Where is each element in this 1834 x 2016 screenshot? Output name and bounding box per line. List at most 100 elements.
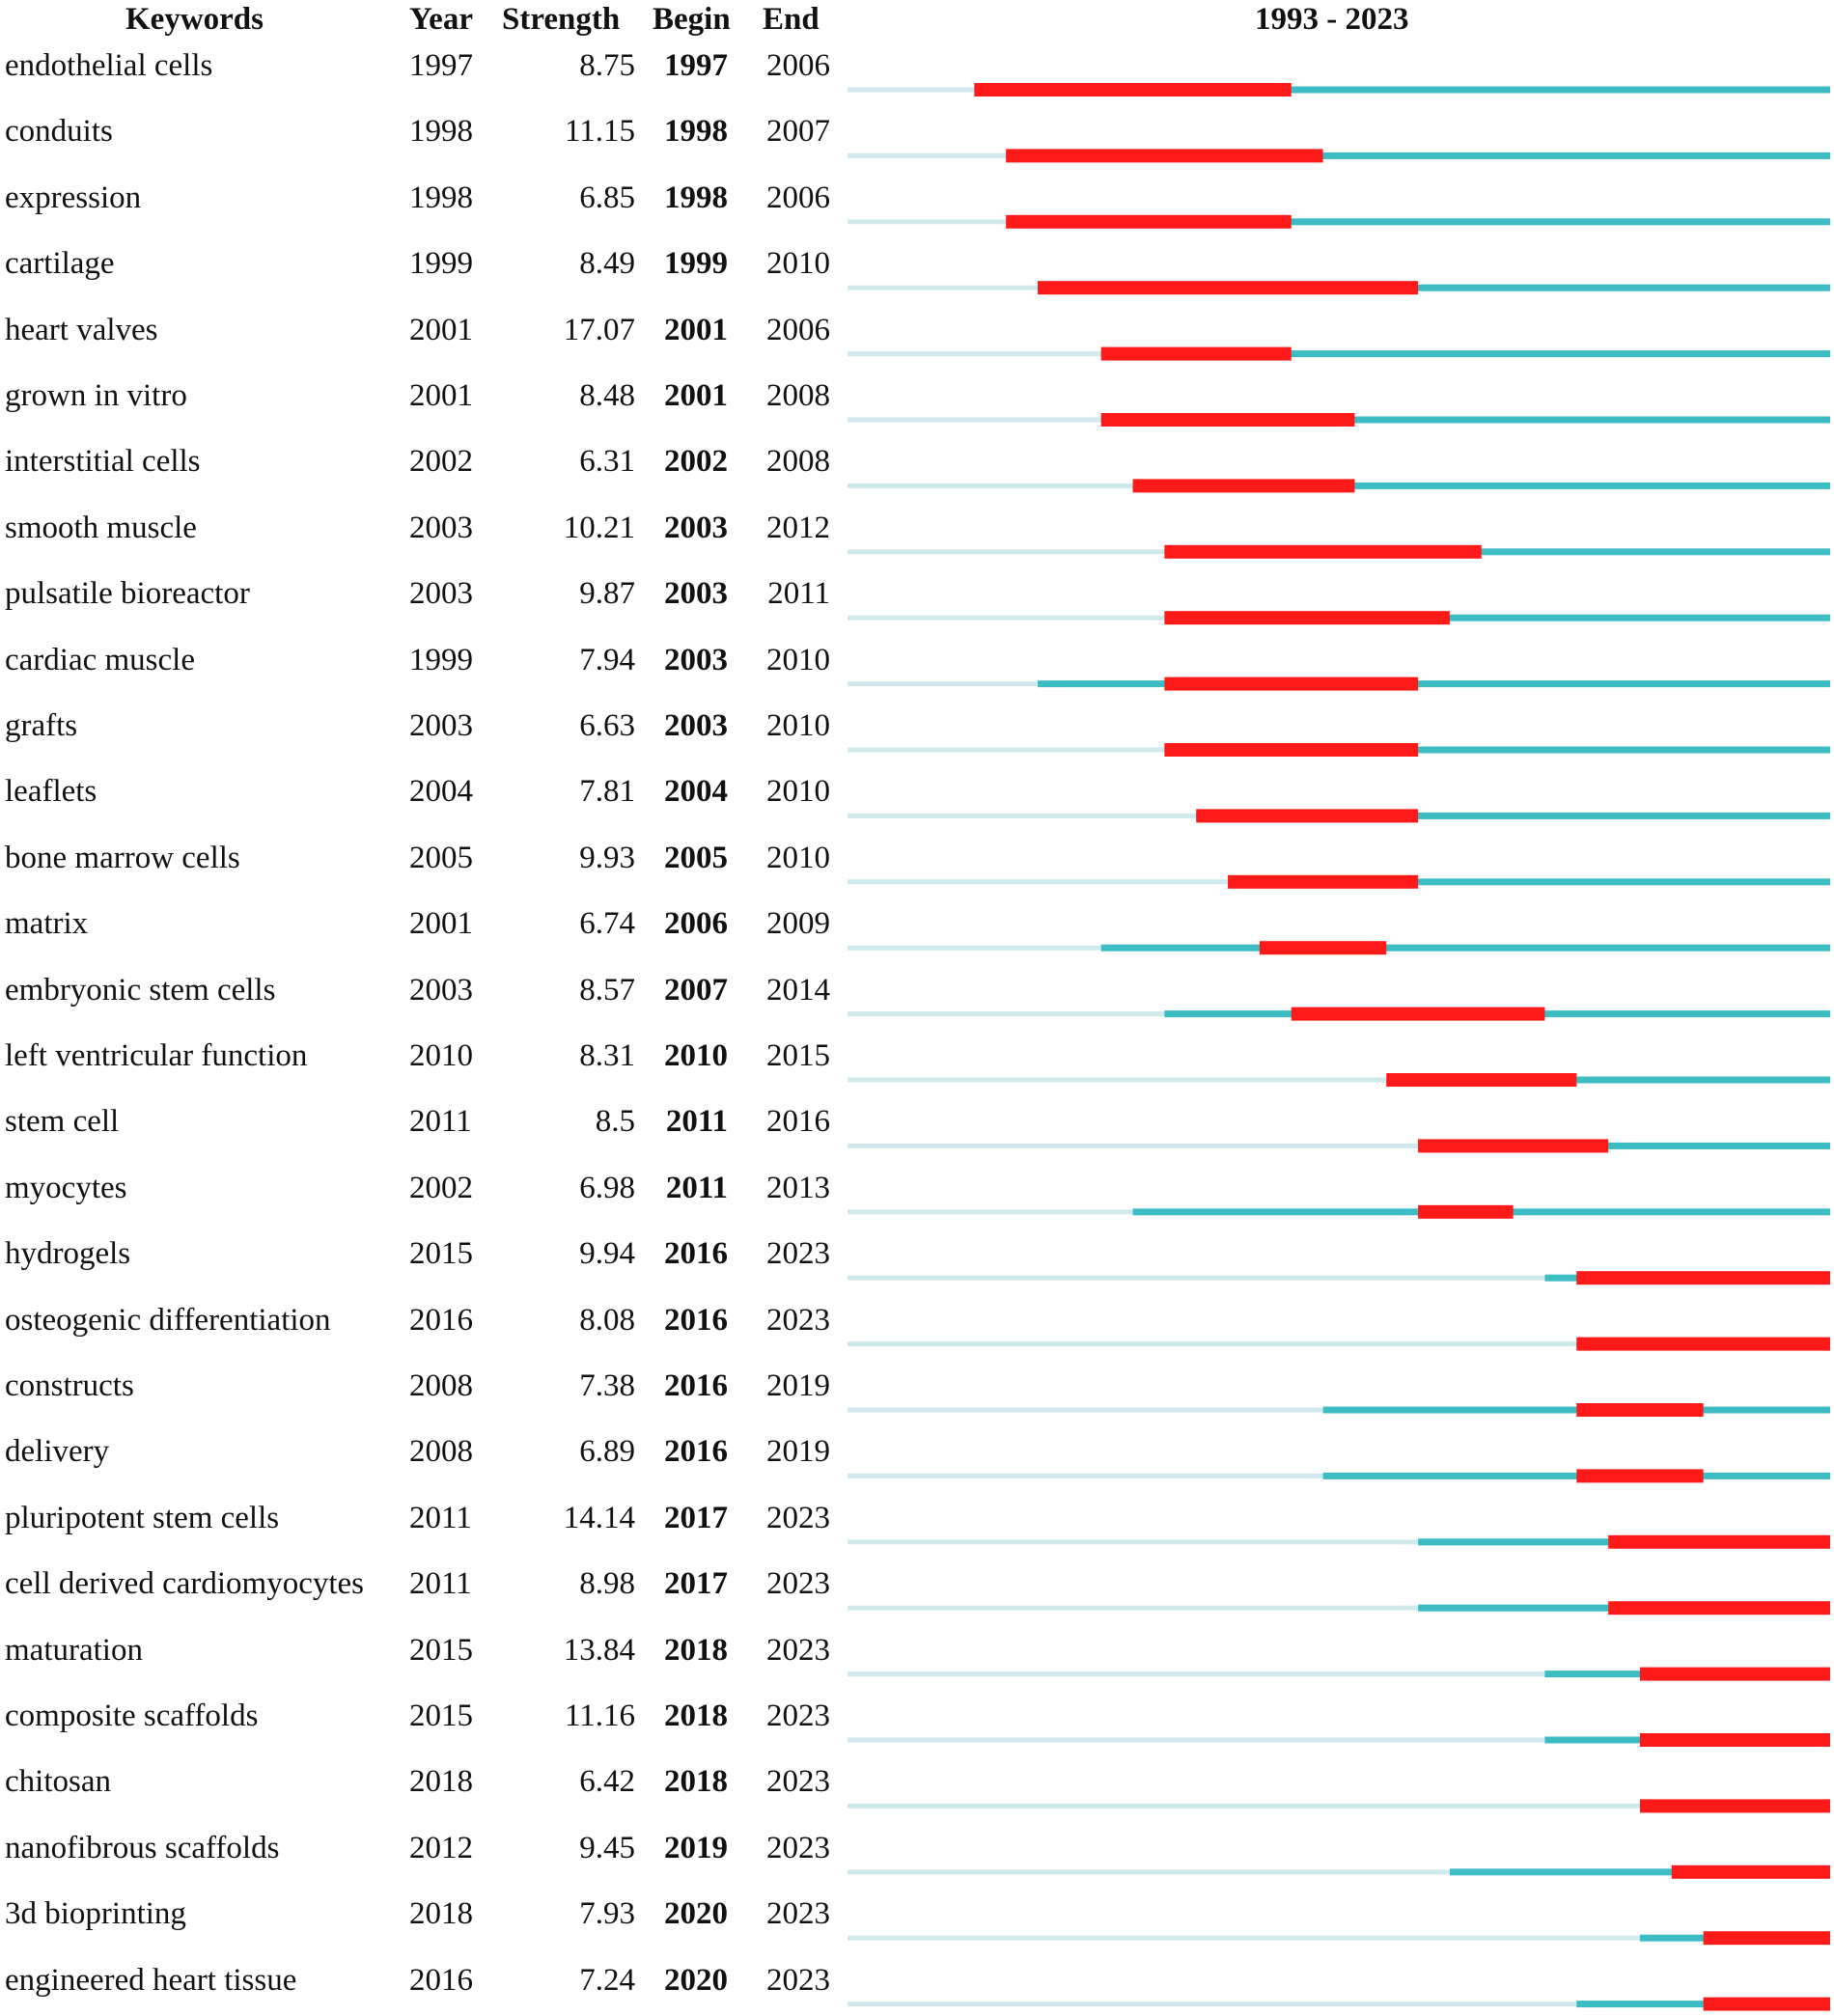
keyword-cell: osteogenic differentiation xyxy=(5,1302,331,1338)
keyword-cell: expression xyxy=(5,180,142,215)
year-cell: 2003 xyxy=(409,576,473,612)
strength-cell: 8.48 xyxy=(579,378,635,413)
burst-bar xyxy=(1576,1271,1830,1285)
keyword-cell: left ventricular function xyxy=(5,1038,308,1073)
begin-cell: 2011 xyxy=(665,1170,728,1205)
end-cell: 2012 xyxy=(766,510,830,545)
end-cell: 2010 xyxy=(766,708,830,743)
keyword-cell: cell derived cardiomyocytes xyxy=(5,1566,365,1602)
timeline-active-segment xyxy=(1386,1076,1830,1084)
year-cell: 2001 xyxy=(409,906,473,942)
begin-cell: 1998 xyxy=(664,114,728,150)
timeline-active-segment xyxy=(1449,1868,1830,1876)
begin-cell: 2010 xyxy=(664,1038,728,1073)
keyword-cell: grown in vitro xyxy=(5,378,187,413)
strength-cell: 8.57 xyxy=(579,972,635,1008)
burst-bar xyxy=(1671,1864,1830,1879)
timeline-inactive-segment xyxy=(848,549,1165,555)
begin-cell: 2006 xyxy=(664,906,728,942)
keyword-cell: leaflets xyxy=(5,774,97,810)
burst-bar xyxy=(1164,743,1419,757)
end-cell: 2016 xyxy=(766,1104,830,1140)
burst-bar xyxy=(1164,544,1482,559)
year-cell: 2002 xyxy=(409,1170,473,1205)
year-cell: 2008 xyxy=(409,1434,473,1470)
header-year-range: 1993 - 2023 xyxy=(1255,2,1409,37)
burst-bar xyxy=(1703,1931,1830,1946)
keyword-cell: stem cell xyxy=(5,1104,120,1140)
timeline-inactive-segment xyxy=(848,87,975,93)
keyword-cell: engineered heart tissue xyxy=(5,1962,297,1998)
header-strength: Strength xyxy=(502,2,621,37)
timeline-active-segment xyxy=(1132,482,1830,489)
begin-cell: 2016 xyxy=(664,1302,728,1338)
strength-cell: 11.16 xyxy=(564,1698,635,1733)
end-cell: 2010 xyxy=(766,642,830,677)
year-cell: 2016 xyxy=(409,1302,473,1338)
burst-bar xyxy=(1576,1337,1830,1351)
timeline-active-segment xyxy=(1576,2001,1830,2008)
year-cell: 2010 xyxy=(409,1038,473,1073)
timeline-inactive-segment xyxy=(848,219,1007,225)
header-end: End xyxy=(763,2,820,37)
end-cell: 2023 xyxy=(766,1236,830,1272)
strength-cell: 8.49 xyxy=(579,246,635,282)
year-cell: 1998 xyxy=(409,180,473,215)
keyword-cell: smooth muscle xyxy=(5,510,197,545)
year-cell: 2011 xyxy=(409,1104,472,1140)
timeline-inactive-segment xyxy=(848,417,1101,423)
burst-bar xyxy=(1418,1204,1514,1219)
year-cell: 2003 xyxy=(409,972,473,1008)
timeline-active-segment xyxy=(1196,812,1830,819)
end-cell: 2023 xyxy=(766,1566,830,1602)
timeline-active-segment xyxy=(1100,944,1830,952)
keyword-cell: hydrogels xyxy=(5,1236,131,1272)
strength-cell: 8.98 xyxy=(579,1566,635,1602)
end-cell: 2023 xyxy=(766,1698,830,1733)
timeline-inactive-segment xyxy=(848,1935,1640,1941)
end-cell: 2015 xyxy=(766,1038,830,1073)
end-cell: 2019 xyxy=(766,1368,830,1403)
strength-cell: 17.07 xyxy=(563,312,635,347)
keyword-cell: interstitial cells xyxy=(5,444,201,480)
keyword-cell: chitosan xyxy=(5,1764,111,1800)
begin-cell: 2003 xyxy=(664,510,728,545)
timeline-inactive-segment xyxy=(848,152,1007,158)
timeline-inactive-segment xyxy=(848,1209,1133,1215)
timeline-active-segment xyxy=(1164,746,1830,754)
end-cell: 2010 xyxy=(766,840,830,875)
end-cell: 2011 xyxy=(767,576,830,612)
timeline-inactive-segment xyxy=(848,747,1165,753)
burst-bar xyxy=(1639,1733,1830,1747)
timeline-inactive-segment xyxy=(848,945,1101,951)
timeline-active-segment xyxy=(1100,350,1830,358)
year-cell: 2012 xyxy=(409,1830,473,1865)
timeline-inactive-segment xyxy=(848,483,1133,488)
strength-cell: 7.81 xyxy=(579,774,635,810)
end-cell: 2006 xyxy=(766,48,830,83)
keyword-cell: constructs xyxy=(5,1368,134,1403)
keyword-cell: 3d bioprinting xyxy=(5,1896,186,1932)
burst-bar xyxy=(1386,1073,1577,1087)
timeline-active-segment xyxy=(1038,284,1830,291)
timeline-inactive-segment xyxy=(848,1407,1323,1413)
burst-bar xyxy=(1006,214,1292,229)
year-cell: 2011 xyxy=(409,1566,472,1602)
timeline-inactive-segment xyxy=(848,879,1229,885)
year-cell: 2015 xyxy=(409,1632,473,1668)
timeline-inactive-segment xyxy=(848,1011,1165,1017)
timeline-inactive-segment xyxy=(848,1539,1419,1545)
begin-cell: 2001 xyxy=(664,378,728,413)
end-cell: 2006 xyxy=(766,180,830,215)
timeline-inactive-segment xyxy=(848,681,1039,687)
begin-cell: 2017 xyxy=(664,1500,728,1535)
timeline-inactive-segment xyxy=(848,1737,1545,1743)
timeline-active-segment xyxy=(1006,218,1830,226)
strength-cell: 6.85 xyxy=(579,180,635,215)
strength-cell: 13.84 xyxy=(563,1632,635,1668)
strength-cell: 9.94 xyxy=(579,1236,635,1272)
end-cell: 2023 xyxy=(766,1962,830,1998)
year-cell: 2018 xyxy=(409,1896,473,1932)
year-cell: 2001 xyxy=(409,378,473,413)
